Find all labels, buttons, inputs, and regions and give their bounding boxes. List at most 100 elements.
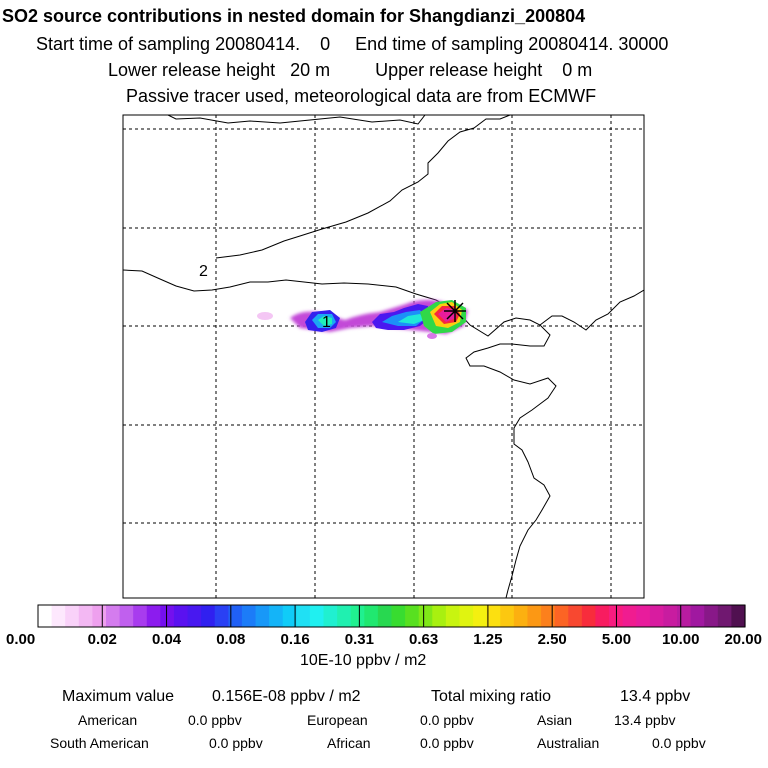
colorbar-tick-label: 10.00	[662, 631, 700, 648]
colorbar-swatch	[323, 605, 338, 627]
page-title: SO2 source contributions in nested domai…	[2, 6, 586, 26]
source-name: South American	[50, 735, 149, 751]
plume-blob-west-peak	[318, 316, 332, 326]
colorbar-tick-label: 2.50	[538, 631, 567, 648]
colorbar-swatch	[282, 605, 297, 627]
colorbar-tick-label: 20.00	[724, 631, 762, 648]
colorbar-frame	[37, 604, 746, 628]
source-value: 0.0 ppbv	[420, 735, 474, 751]
contour-label-2: 2	[199, 263, 208, 280]
source-name: American	[78, 712, 138, 728]
colorbar-swatch	[337, 605, 352, 627]
colorbar-swatch	[255, 605, 270, 627]
colorbar-swatch	[405, 605, 420, 627]
colorbar	[37, 604, 746, 628]
colorbar-swatch	[269, 605, 284, 627]
plume-band-middle-peak	[398, 314, 424, 324]
colorbar-swatch	[92, 605, 107, 627]
colorbar-swatch	[309, 605, 325, 627]
colorbar-swatch	[554, 605, 569, 627]
colorbar-tick-label: 0.08	[216, 631, 245, 648]
colorbar-swatch	[486, 605, 501, 627]
map-gridlines	[123, 115, 644, 598]
colorbar-swatch	[649, 605, 665, 627]
plume-patch-faint	[257, 312, 273, 320]
concentration-plume	[257, 300, 468, 339]
colorbar-swatch	[541, 605, 556, 627]
colorbar-tick-label: 0.63	[409, 631, 438, 648]
source-name: African	[327, 735, 371, 751]
colorbar-swatch	[214, 605, 229, 627]
colorbar-swatch	[473, 605, 488, 627]
colorbar-swatch	[500, 605, 515, 627]
colorbar-tick-label: 5.00	[602, 631, 631, 648]
colorbar-swatch	[663, 605, 678, 627]
colorbar-swatch	[459, 605, 474, 627]
max-value-label: Maximum value	[62, 688, 175, 705]
border-line	[215, 115, 511, 259]
source-value: 0.0 ppbv	[188, 712, 242, 728]
colorbar-swatch	[38, 605, 53, 627]
source-value: 13.4 ppbv	[614, 712, 676, 728]
colorbar-swatch	[51, 605, 66, 627]
colorbar-swatch	[527, 605, 542, 627]
colorbar-swatch	[432, 605, 447, 627]
colorbar-swatch	[445, 605, 461, 627]
colorbar-tick-label: 1.25	[473, 631, 502, 648]
colorbar-tick-label: 0.31	[345, 631, 374, 648]
colorbar-swatch	[119, 605, 134, 627]
colorbar-tick-label: 0.16	[280, 631, 309, 648]
sampling-time-line: Start time of sampling 20080414. 0 End t…	[36, 34, 669, 54]
colorbar-swatch	[418, 605, 433, 627]
colorbar-tick-label: 0.00	[6, 631, 35, 648]
tracer-info-line: Passive tracer used, meteorological data…	[126, 86, 597, 106]
colorbar-unit: 10E-10 ppbv / m2	[300, 652, 427, 669]
map-area: 2 1	[123, 115, 644, 598]
colorbar-swatch	[133, 605, 148, 627]
colorbar-swatch	[65, 605, 80, 627]
border-line	[539, 289, 644, 331]
colorbar-swatch	[296, 605, 311, 627]
plume-patch-south	[427, 333, 437, 339]
colorbar-tick-label: 0.02	[88, 631, 117, 648]
colorbar-swatch	[228, 605, 243, 627]
border-line	[167, 115, 426, 125]
colorbar-swatch	[201, 605, 216, 627]
colorbar-swatch	[704, 605, 719, 627]
colorbar-swatch	[173, 605, 189, 627]
source-name: Asian	[537, 712, 573, 728]
colorbar-swatch	[377, 605, 393, 627]
map-frame	[122, 114, 645, 599]
source-value: 0.0 ppbv	[209, 735, 263, 751]
source-value: 0.0 ppbv	[420, 712, 474, 728]
colorbar-swatch	[568, 605, 583, 627]
source-name: Australian	[537, 735, 600, 751]
colorbar-swatch	[364, 605, 379, 627]
colorbar-swatch	[731, 605, 746, 627]
colorbar-swatch	[78, 605, 93, 627]
colorbar-swatch	[581, 605, 597, 627]
total-mixing-label: Total mixing ratio	[431, 688, 552, 705]
colorbar-swatch	[622, 605, 637, 627]
colorbar-tick-label: 0.04	[152, 631, 182, 648]
release-height-line: Lower release height 20 m Upper release …	[108, 60, 593, 80]
contour-label-1: 1	[322, 314, 331, 331]
colorbar-swatch	[160, 605, 175, 627]
colorbar-tick-labels: 0.00 0.02 0.04 0.08 0.16 0.31 0.63 1.25 2.50 5.00…	[6, 631, 762, 648]
colorbar-swatch	[636, 605, 651, 627]
colorbar-swatch	[513, 605, 529, 627]
max-value: 0.156E-08 ppbv / m2	[212, 688, 361, 705]
border-line	[123, 269, 557, 598]
colorbar-swatch	[717, 605, 733, 627]
source-name: European	[307, 712, 368, 728]
total-mixing-value: 13.4 ppbv	[620, 688, 691, 705]
colorbar-swatch	[595, 605, 610, 627]
colorbar-swatch	[187, 605, 202, 627]
colorbar-swatch	[391, 605, 406, 627]
colorbar-swatch	[105, 605, 121, 627]
colorbar-swatch	[350, 605, 365, 627]
receptor-station-icon	[444, 300, 466, 322]
colorbar-swatch	[690, 605, 705, 627]
colorbar-swatch	[241, 605, 257, 627]
source-value: 0.0 ppbv	[652, 735, 706, 751]
